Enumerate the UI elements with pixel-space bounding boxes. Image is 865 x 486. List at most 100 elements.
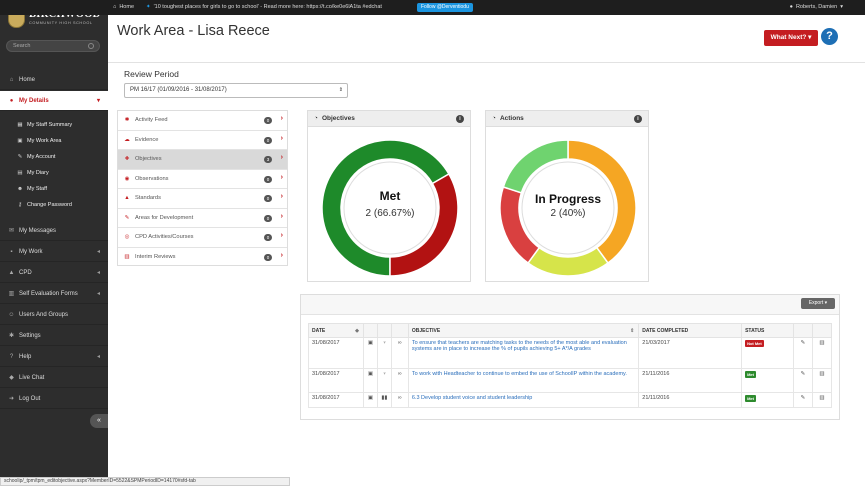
edit-icon[interactable]: ✎ <box>792 392 813 408</box>
sidebar-item-cpd[interactable]: ▲ CPD ◂ <box>0 263 108 283</box>
chevron-left-icon: ◂ <box>96 270 100 276</box>
donut-slice-0-1[interactable] <box>389 172 459 277</box>
status-badge: Met <box>745 395 756 402</box>
row-date: 31/08/2017 <box>308 368 364 393</box>
sidebar-subitem-change-password[interactable]: ⚷ Change Password <box>0 197 108 213</box>
sidebar-item-label: Log Out <box>19 395 41 402</box>
lightbulb-icon[interactable]: ♀ <box>376 337 392 369</box>
link-icon[interactable]: ∞ <box>390 368 409 393</box>
sidebar-item-my-details[interactable]: ● My Details ▾ <box>0 91 108 111</box>
donut-slice-1-1[interactable] <box>526 246 610 277</box>
review-period-label: Review Period <box>124 69 179 79</box>
top-home-link[interactable]: ⌂ Home <box>113 0 134 15</box>
menu-item-evidence[interactable]: ☁ Evidence 0 › <box>118 131 287 150</box>
sidebar-item-live-chat[interactable]: ◆ Live Chat <box>0 368 108 388</box>
search-icon[interactable] <box>88 43 94 49</box>
menu-item-areas-for-development[interactable]: ✎ Areas for Development 0 › <box>118 209 287 228</box>
collapse-sidebar-button[interactable]: « <box>90 414 108 428</box>
home-icon: ⌂ <box>9 76 14 83</box>
sidebar-item-label: Live Chat <box>19 374 45 381</box>
sidebar-item-self-evaluation[interactable]: ▥ Self Evaluation Forms ◂ <box>0 284 108 304</box>
actions-panel-header: ◔ Actions i <box>486 111 648 127</box>
info-icon[interactable]: i <box>634 115 642 123</box>
menu-item-cpd-activities[interactable]: ◎ CPD Activities/Courses 0 › <box>118 228 287 248</box>
row-objective[interactable]: To work with Headteacher to continue to … <box>407 368 640 393</box>
delete-icon[interactable]: ▥ <box>811 337 833 369</box>
column-header-date[interactable]: DATE ◆ <box>308 323 364 338</box>
donut-inner-ring <box>521 161 615 255</box>
donut-slice-1-3[interactable] <box>502 139 569 194</box>
user-menu[interactable]: ● Roberts, Damien ▾ <box>790 0 843 15</box>
menu-item-activity-feed[interactable]: ✱ Activity Feed 0 › <box>118 111 287 131</box>
objective-link[interactable]: To work with Headteacher to continue to … <box>411 371 627 377</box>
sidebar-subitem-staff[interactable]: ☻ My Staff <box>0 181 108 197</box>
summary-icon: ▦ <box>17 122 23 128</box>
sort-icon: ⇕ <box>630 328 635 334</box>
objective-link[interactable]: To ensure that teachers are matching tas… <box>411 340 627 352</box>
edit-icon[interactable]: ✎ <box>792 368 813 393</box>
menu-item-objectives[interactable]: ✚ Objectives 3 › <box>118 150 287 170</box>
delete-icon[interactable]: ▥ <box>811 368 833 393</box>
export-button[interactable]: Export ▾ <box>801 298 835 309</box>
tweet-text: '10 toughest places for girls to go to s… <box>153 4 382 10</box>
sidebar-item-log-out[interactable]: ➜ Log Out <box>0 389 108 409</box>
status-badge: Not Met <box>745 340 764 347</box>
view-icon[interactable]: ▣ <box>362 392 378 408</box>
sidebar-item-messages[interactable]: ✉ My Messages <box>0 221 108 241</box>
menu-item-standards[interactable]: ▲ Standards 0 › <box>118 189 287 209</box>
what-next-button[interactable]: What Next? ▾ <box>764 30 818 46</box>
row-objective[interactable]: 6.3 Develop student voice and student le… <box>407 392 640 408</box>
link-icon[interactable]: ∞ <box>390 392 409 408</box>
sidebar-item-home[interactable]: ⌂ Home <box>0 70 108 90</box>
actions-panel-title: Actions <box>499 115 524 122</box>
donut-slice-0-0[interactable] <box>321 139 450 277</box>
view-icon[interactable]: ▣ <box>362 368 378 393</box>
twitter-follow-button[interactable]: Follow @Derventiodu <box>417 3 473 12</box>
chevron-right-icon: › <box>280 251 283 259</box>
chevron-right-icon: › <box>280 115 283 122</box>
info-icon[interactable]: i <box>456 115 464 123</box>
objective-link[interactable]: 6.3 Develop student voice and student le… <box>411 395 533 401</box>
sidebar-item-my-work[interactable]: ▪ My Work ◂ <box>0 242 108 262</box>
graduation-icon: ▲ <box>8 269 15 276</box>
sidebar-item-label: My Work <box>19 248 43 255</box>
edit-icon[interactable]: ✎ <box>792 337 813 369</box>
sidebar-subitem-diary[interactable]: ▤ My Diary <box>0 165 108 181</box>
row-status: Met <box>741 368 794 393</box>
sidebar-item-settings[interactable]: ✱ Settings <box>0 326 108 346</box>
help-icon[interactable]: ? <box>821 28 838 45</box>
sidebar-item-help[interactable]: ? Help ◂ <box>0 347 108 367</box>
sidebar-subitem-account[interactable]: ✎ My Account <box>0 149 108 165</box>
work-area-menu: ✱ Activity Feed 0 › ☁ Evidence 0 › ✚ Objectives… <box>117 110 288 266</box>
menu-item-observations[interactable]: ◉ Observations 0 › <box>118 170 287 189</box>
bar-chart-icon[interactable]: ▮▮ <box>376 392 392 408</box>
sidebar-subitem-work-area[interactable]: ▣ My Work Area <box>0 133 108 149</box>
calendar-icon: ▤ <box>17 170 23 176</box>
sidebar-item-users-groups[interactable]: ☺ Users And Groups <box>0 305 108 325</box>
evidence-icon: ☁ <box>124 136 130 143</box>
menu-item-label: Interim Reviews <box>135 254 176 261</box>
delete-icon[interactable]: ▥ <box>811 392 833 408</box>
count-badge: 0 <box>264 136 272 144</box>
sidebar: BIRCHWOOD COMMUNITY HIGH SCHOOL Search ⌂… <box>0 0 108 486</box>
sidebar-item-label: CPD <box>19 269 32 276</box>
view-icon[interactable]: ▣ <box>362 337 378 369</box>
search-input[interactable]: Search <box>6 40 100 52</box>
feed-icon: ✱ <box>124 117 130 124</box>
count-badge: 0 <box>264 195 272 202</box>
tweet-ticker[interactable]: ✦ '10 toughest places for girls to go to … <box>146 0 382 15</box>
review-period-select[interactable]: PM 16/17 (01/09/2016 - 31/08/2017) ⇕ <box>124 83 348 98</box>
column-header-objective[interactable]: OBJECTIVE ⇕ <box>407 323 640 338</box>
column-header-date-completed[interactable]: DATE COMPLETED <box>638 323 743 338</box>
column-header-empty <box>390 323 409 338</box>
sidebar-subitem-label: My Staff Summary <box>27 122 73 128</box>
lightbulb-icon[interactable]: ♀ <box>376 368 392 393</box>
link-icon[interactable]: ∞ <box>390 337 409 369</box>
sidebar-subitem-staff-summary[interactable]: ▦ My Staff Summary <box>0 117 108 133</box>
column-header-status[interactable]: STATUS <box>741 323 794 338</box>
count-badge: 3 <box>264 156 272 163</box>
menu-item-interim-reviews[interactable]: ▥ Interim Reviews 0 › <box>118 248 287 268</box>
row-objective[interactable]: To ensure that teachers are matching tas… <box>407 337 640 369</box>
count-badge: 0 <box>264 214 272 222</box>
status-badge: Met <box>745 371 756 378</box>
